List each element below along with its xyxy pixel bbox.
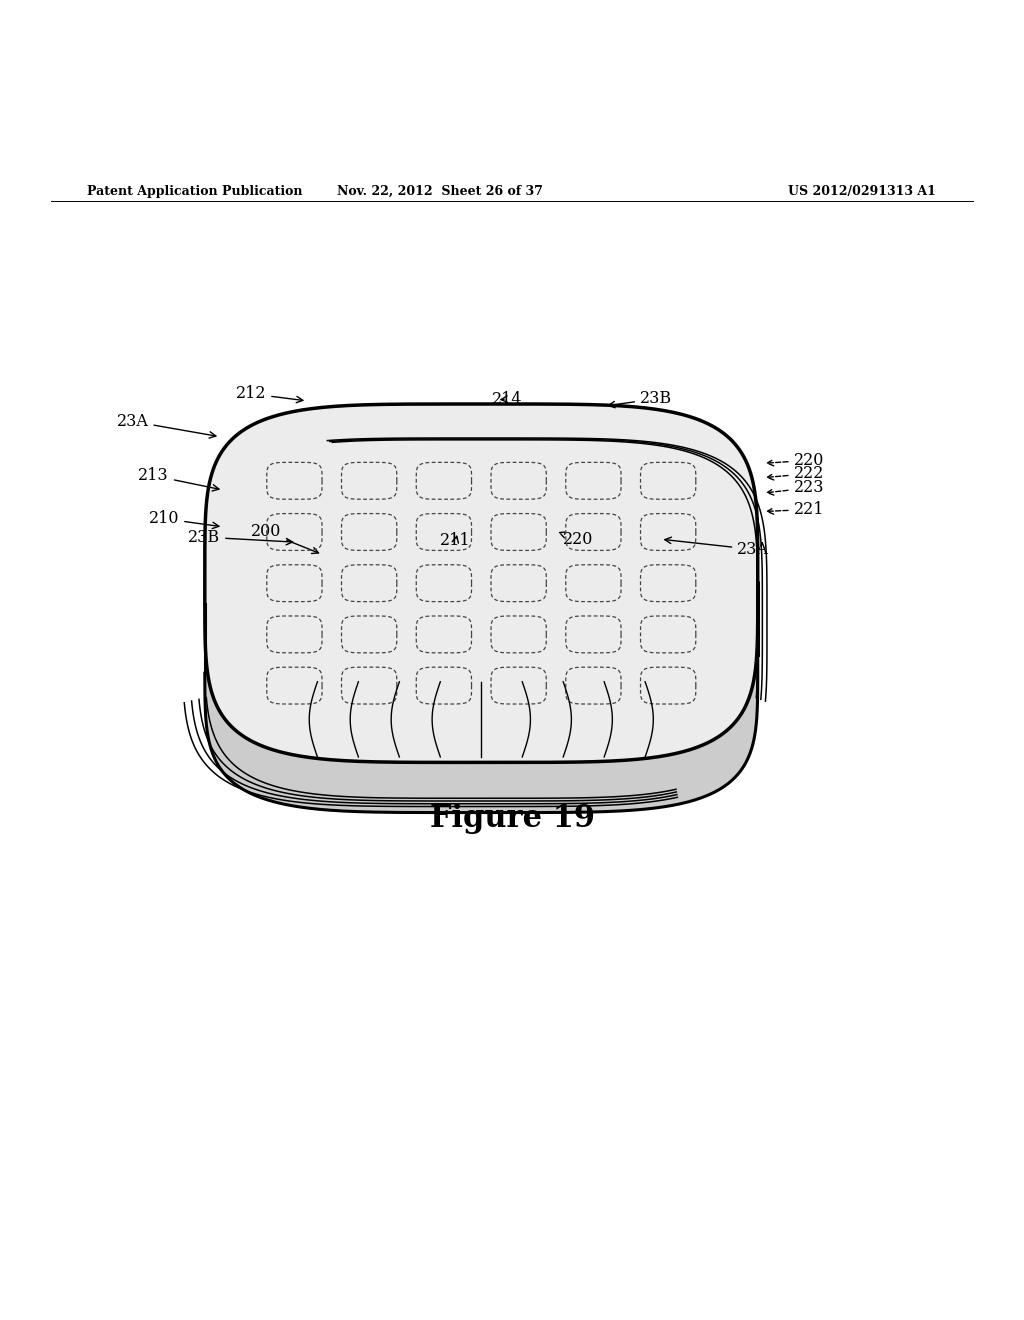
Text: Figure 19: Figure 19: [429, 803, 595, 834]
Text: 213: 213: [138, 467, 219, 491]
Text: 23B: 23B: [188, 528, 293, 545]
Text: 211: 211: [440, 532, 471, 549]
Text: 200: 200: [251, 524, 318, 553]
Text: 210: 210: [148, 511, 219, 528]
Polygon shape: [205, 404, 758, 763]
Text: 223: 223: [767, 479, 824, 496]
Text: Patent Application Publication: Patent Application Publication: [87, 185, 302, 198]
Text: Nov. 22, 2012  Sheet 26 of 37: Nov. 22, 2012 Sheet 26 of 37: [337, 185, 544, 198]
Text: 23B: 23B: [608, 391, 672, 408]
Text: 23A: 23A: [665, 537, 769, 558]
Text: 220: 220: [767, 451, 824, 469]
Text: 220: 220: [559, 532, 594, 548]
Polygon shape: [205, 583, 758, 813]
Text: 23A: 23A: [117, 413, 216, 438]
Text: 214: 214: [492, 391, 522, 408]
Text: 212: 212: [236, 385, 303, 403]
Text: 222: 222: [767, 465, 824, 482]
Text: 221: 221: [767, 502, 824, 517]
Text: US 2012/0291313 A1: US 2012/0291313 A1: [788, 185, 936, 198]
